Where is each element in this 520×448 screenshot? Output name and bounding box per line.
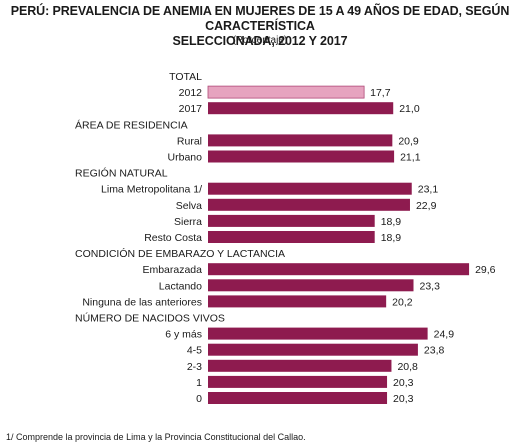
data-label: 20,3 bbox=[393, 393, 414, 405]
group-header-label: TOTAL bbox=[169, 71, 202, 83]
bar bbox=[208, 150, 395, 163]
bar bbox=[208, 375, 388, 388]
category-label: Resto Costa bbox=[144, 232, 202, 244]
group-header-label: ÁREA DE RESIDENCIA bbox=[75, 118, 188, 131]
bar bbox=[208, 263, 470, 276]
data-label: 18,9 bbox=[381, 216, 402, 228]
category-label: 4-5 bbox=[187, 345, 202, 357]
data-label: 17,7 bbox=[370, 87, 391, 99]
chart-subtitle: (Porcentaje) bbox=[232, 35, 288, 46]
category-label: Rural bbox=[177, 135, 202, 147]
category-label: 1 bbox=[196, 377, 202, 389]
bar bbox=[208, 198, 410, 211]
category-label: Sierra bbox=[174, 216, 202, 228]
data-label: 20,2 bbox=[392, 296, 413, 308]
bar bbox=[208, 214, 375, 227]
category-label: Urbano bbox=[168, 152, 203, 164]
data-label: 23,1 bbox=[418, 184, 439, 196]
bar bbox=[208, 102, 394, 115]
data-label: 22,9 bbox=[416, 200, 437, 212]
data-label: 23,3 bbox=[420, 280, 441, 292]
chart-title-line-2: SELECCIONADA, 2012 Y 2017 bbox=[172, 34, 348, 48]
bar bbox=[208, 182, 412, 195]
bar bbox=[208, 327, 428, 340]
category-label: Ninguna de las anteriores bbox=[82, 296, 202, 308]
data-label: 18,9 bbox=[381, 232, 402, 244]
data-label: 21,0 bbox=[399, 103, 420, 115]
data-label: 29,6 bbox=[475, 264, 496, 276]
data-label: 21,1 bbox=[400, 152, 421, 164]
data-label: 20,3 bbox=[393, 377, 414, 389]
chart-title: PERÚ: PREVALENCIA DE ANEMIA EN MUJERES D… bbox=[0, 4, 520, 49]
category-label: Lima Metropolitana 1/ bbox=[101, 184, 202, 196]
bar bbox=[208, 392, 388, 404]
category-label: Lactando bbox=[159, 280, 202, 292]
data-label: 23,8 bbox=[424, 345, 445, 357]
bar bbox=[208, 231, 375, 243]
category-label: 2012 bbox=[179, 87, 203, 99]
data-label: 24,9 bbox=[434, 329, 455, 341]
category-label: 2-3 bbox=[187, 361, 202, 373]
category-label: 2017 bbox=[179, 103, 203, 115]
bar bbox=[208, 359, 392, 372]
group-header-label: REGIÓN NATURAL bbox=[75, 167, 168, 180]
bar bbox=[208, 295, 387, 308]
data-label: 20,8 bbox=[397, 361, 418, 373]
footnote: 1/ Comprende la provincia de Lima y la P… bbox=[6, 432, 306, 442]
group-header-label: CONDICIÓN DE EMBARAZO Y LACTANCIA bbox=[75, 247, 285, 260]
bar bbox=[207, 85, 365, 99]
category-label: 6 y más bbox=[165, 329, 202, 341]
category-label: 0 bbox=[196, 393, 202, 405]
bar bbox=[208, 134, 393, 147]
chart-title-line-1: PERÚ: PREVALENCIA DE ANEMIA EN MUJERES D… bbox=[10, 4, 510, 33]
bar bbox=[208, 279, 414, 292]
category-label: Selva bbox=[176, 200, 202, 212]
bar bbox=[208, 343, 418, 356]
category-label: Embarazada bbox=[142, 264, 202, 276]
data-label: 20,9 bbox=[398, 135, 419, 147]
group-header-label: NÚMERO DE NACIDOS VIVOS bbox=[75, 312, 225, 325]
